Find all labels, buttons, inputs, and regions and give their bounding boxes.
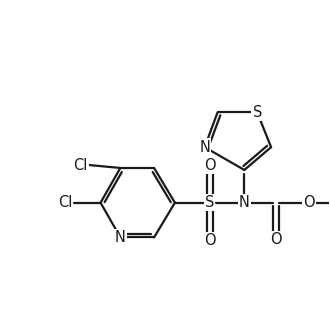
Text: Cl: Cl (58, 195, 72, 210)
Text: O: O (204, 157, 215, 173)
Text: O: O (204, 233, 215, 248)
Text: O: O (270, 232, 282, 247)
Text: N: N (239, 195, 250, 210)
Text: N: N (199, 140, 210, 155)
Text: Cl: Cl (74, 157, 88, 173)
Text: S: S (205, 195, 214, 210)
Text: S: S (252, 105, 262, 120)
Text: N: N (115, 230, 126, 245)
Text: O: O (303, 195, 314, 210)
